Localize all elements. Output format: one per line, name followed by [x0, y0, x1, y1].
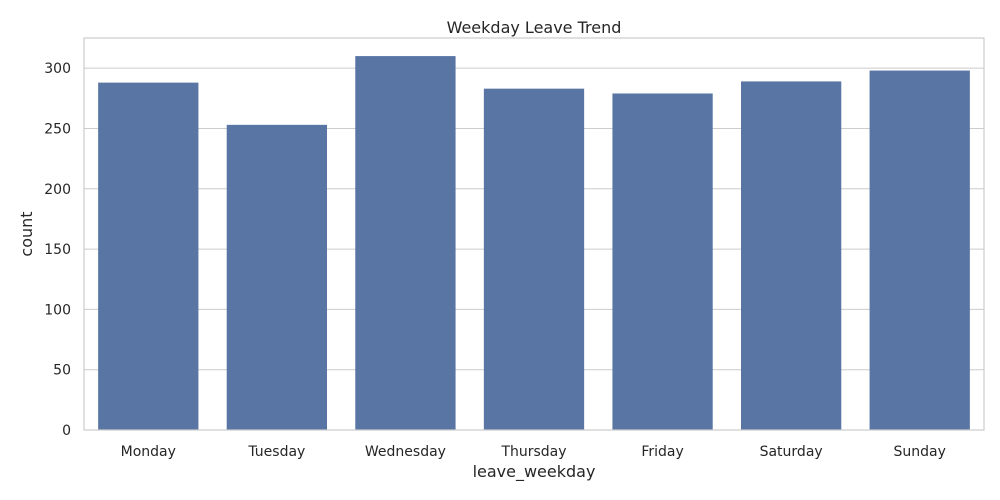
- bar-monday: [98, 82, 199, 431]
- y-tick-label: 50: [53, 363, 71, 379]
- bar-tuesday: [226, 124, 327, 430]
- bar-sunday: [869, 70, 970, 430]
- bar-thursday: [483, 88, 585, 431]
- bar-friday: [612, 93, 713, 430]
- x-tick-label: Sunday: [894, 444, 946, 460]
- y-tick-label: 150: [44, 242, 71, 258]
- x-tick-label: Saturday: [760, 444, 823, 460]
- x-tick-label: Wednesday: [365, 444, 446, 460]
- x-tick-label: Friday: [641, 444, 683, 460]
- x-tick-labels: Monday Tuesday Wednesday Thursday Friday Satu…: [121, 444, 946, 460]
- bar-saturday: [741, 81, 842, 430]
- y-tick-label: 300: [44, 61, 71, 77]
- y-tick-label: 100: [44, 302, 71, 318]
- x-tick-label: Monday: [121, 444, 176, 460]
- bar-wednesday: [355, 56, 456, 430]
- plot-frame: [83, 37, 985, 431]
- chart-title: Weekday Leave Trend: [447, 18, 622, 37]
- y-tick-labels: 0 50 100 150 200 250 300: [44, 61, 71, 439]
- x-axis-label: leave_weekday: [473, 462, 596, 482]
- y-tick-label: 200: [44, 182, 71, 198]
- bars: [98, 56, 970, 431]
- y-tick-label: 250: [44, 121, 71, 137]
- x-tick-label: Thursday: [500, 444, 566, 460]
- y-tick-label: 0: [62, 423, 71, 439]
- x-tick-label: Tuesday: [247, 444, 305, 460]
- y-axis-label: count: [17, 211, 36, 256]
